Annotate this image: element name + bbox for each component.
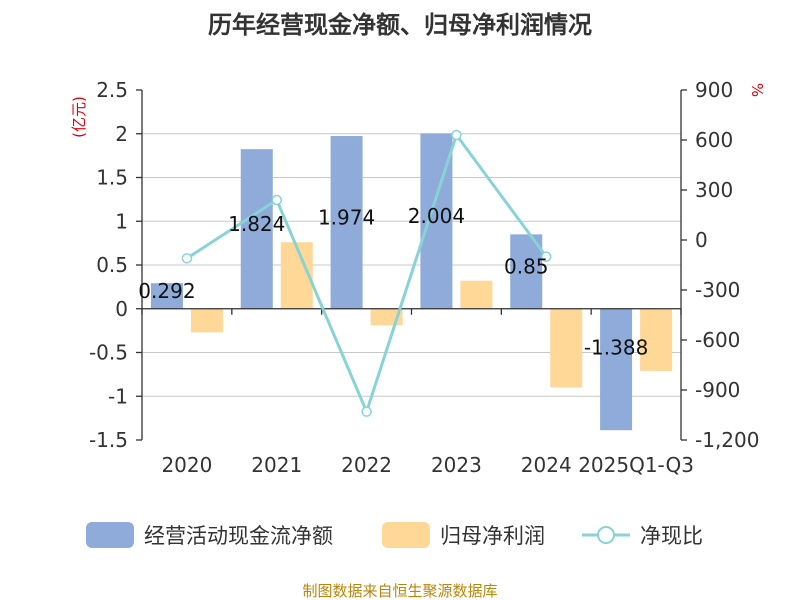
legend-label-ratio: 净现比	[640, 524, 703, 548]
right-axis-unit: %	[748, 83, 766, 97]
ratio-point	[181, 253, 193, 264]
net-profit-bar	[190, 308, 223, 333]
legend-label-cashflow: 经营活动现金流净额	[144, 524, 333, 548]
legend-swatch-net-profit	[382, 522, 430, 548]
x-tick-label: 2024	[521, 453, 572, 477]
net-profit-bar	[550, 308, 583, 388]
cashflow-data-label: 0.85	[504, 255, 549, 279]
left-tick-label: 1	[115, 209, 128, 233]
cashflow-data-label: 1.824	[228, 212, 285, 236]
x-tick-label: 2023	[431, 453, 482, 477]
legend-label-net-profit: 归母净利润	[440, 524, 545, 548]
x-tick-label: 2021	[251, 453, 302, 477]
bars	[150, 133, 673, 431]
left-tick-label: -1.5	[89, 428, 128, 452]
cashflow-bar	[150, 283, 183, 309]
x-tick-label: 2020	[161, 453, 212, 477]
source-note: 制图数据来自恒生聚源数据库	[302, 582, 497, 600]
right-tick-label: 0	[695, 228, 708, 252]
right-tick-label: -600	[695, 328, 740, 352]
left-tick-label: 2.5	[96, 78, 128, 102]
left-tick-label: 0.5	[96, 253, 128, 277]
cashflow-bar	[330, 136, 363, 309]
right-tick-label: -300	[695, 278, 740, 302]
legend: 经营活动现金流净额 归母净利润 净现比	[86, 522, 703, 548]
cashflow-bar	[510, 234, 543, 309]
x-tick-label: 2022	[341, 453, 392, 477]
left-axis-unit: (亿元)	[70, 96, 88, 138]
ratio-point	[541, 251, 552, 262]
axes: 2.5 2 1.5 1 0.5 0 -0.5 -1 -1.5 900 600 300 0 -300 -600…	[89, 78, 760, 477]
ratio-point	[451, 129, 462, 141]
data-labels: 0.292 1.824 1.974 2.004 0.85 -1.388	[138, 204, 648, 359]
cashflow-data-label: 1.974	[318, 205, 375, 229]
right-tick-label: 600	[695, 128, 733, 152]
left-tick-label: 2	[115, 122, 128, 146]
cashflow-bar	[240, 149, 273, 309]
right-tick-label: 900	[695, 78, 733, 102]
left-tick-label: 1.5	[96, 166, 128, 190]
legend-marker-ratio	[597, 526, 615, 544]
right-tick-label: -1,200	[695, 428, 759, 452]
cashflow-data-label: 2.004	[408, 204, 465, 228]
net-profit-bar	[460, 280, 493, 309]
left-tick-label: -0.5	[89, 341, 128, 365]
right-tick-label: -900	[695, 378, 740, 402]
cashflow-data-label: 0.292	[138, 279, 195, 303]
chart-title: 历年经营现金净额、归母净利润情况	[208, 11, 592, 39]
ratio-point	[271, 194, 282, 206]
ratio-line	[181, 129, 552, 417]
ratio-point	[361, 406, 372, 417]
left-tick-label: 0	[115, 297, 128, 321]
legend-swatch-cashflow	[86, 522, 134, 548]
x-tick-label: 2025Q1-Q3	[578, 453, 694, 477]
left-tick-label: -1	[108, 384, 128, 408]
net-profit-bar	[640, 308, 673, 371]
right-tick-label: 300	[695, 178, 733, 202]
cashflow-data-label: -1.388	[584, 335, 648, 359]
cashflow-bar	[600, 308, 633, 431]
